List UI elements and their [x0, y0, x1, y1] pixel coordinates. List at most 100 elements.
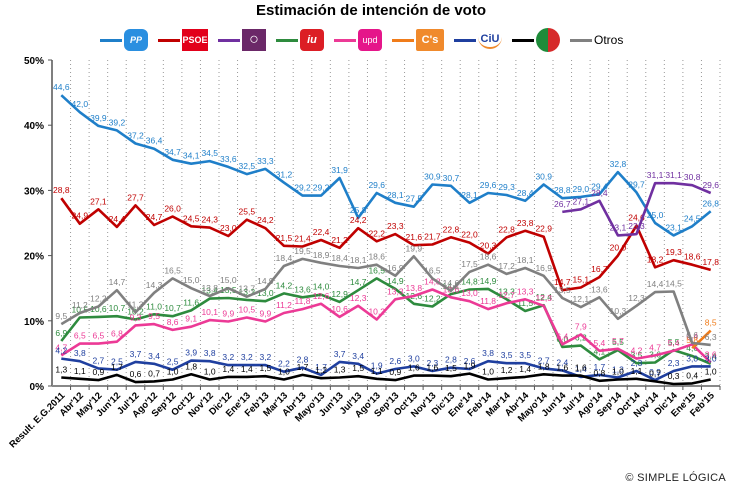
data-label-pnv: 0,7	[649, 368, 661, 378]
data-label-pp: 33,6	[220, 154, 237, 164]
data-label-otros: 16,9	[387, 263, 404, 273]
y-tick-label: 0%	[30, 382, 45, 393]
data-label-iu: 12,9	[331, 289, 348, 299]
data-label-ciu: 2,3	[631, 358, 643, 368]
data-label-pp: 36,4	[146, 136, 163, 146]
data-label-ciu: 3,0	[705, 353, 717, 363]
data-label-podemos: 29,6	[702, 180, 719, 190]
data-label-pp: 39,2	[109, 117, 126, 127]
data-label-upyd: 6,5	[92, 331, 104, 341]
data-label-iu: 3,4	[705, 351, 717, 361]
data-label-psoe: 23,0	[220, 223, 237, 233]
data-label-iu: 14,8	[461, 277, 478, 287]
data-label-upyd: 10,1	[201, 307, 218, 317]
data-label-upyd: 12,3	[535, 293, 552, 303]
data-label-pp: 28,4	[517, 188, 534, 198]
data-label-upyd: 4,7	[55, 342, 67, 352]
data-label-otros: 6,3	[705, 332, 717, 342]
data-label-ciu: 1,4	[575, 364, 587, 374]
data-label-ciu: 3,7	[334, 349, 346, 359]
data-label-upyd: 11,2	[276, 300, 292, 310]
legend-item-psoe: PSOE	[158, 29, 208, 51]
data-label-pp: 33,3	[257, 156, 274, 166]
data-label-otros: 18,6	[480, 252, 497, 262]
data-label-iu: 14,9	[387, 276, 404, 286]
legend-item-otros: Otros	[570, 33, 623, 47]
data-label-psoe: 24,5	[183, 213, 200, 223]
data-label-ciu: 3,8	[74, 348, 86, 358]
data-label-ciu: 2,8	[297, 355, 309, 365]
data-label-iu: 13,5	[220, 285, 237, 295]
data-label-pp: 25,0	[647, 210, 664, 220]
data-label-iu: 13,0	[257, 288, 274, 298]
data-label-pp: 29,6	[480, 180, 497, 190]
data-label-pnv: 1,1	[74, 366, 86, 376]
data-label-pp: 29,2	[294, 183, 311, 193]
data-label-pnv: 1,5	[445, 363, 457, 373]
data-label-ciu: 3,0	[408, 353, 420, 363]
data-label-iu: 13,4	[201, 286, 218, 296]
data-label-pp: 42,0	[72, 99, 89, 109]
data-label-psoe: 16,7	[591, 264, 608, 274]
data-label-pp: 29,3	[498, 182, 515, 192]
data-label-upyd: 9,9	[222, 308, 234, 318]
series-line-upyd	[60, 288, 712, 364]
data-label-pnv: 1,6	[575, 363, 587, 373]
data-label-ciu: 3,8	[204, 348, 216, 358]
data-label-psoe: 24,6	[628, 213, 645, 223]
chart-title: Estimación de intención de voto	[255, 2, 487, 19]
data-label-podemos: 23,1	[610, 222, 627, 232]
data-label-otros: 15,0	[220, 275, 237, 285]
data-label-iu: 11,0	[146, 301, 162, 311]
data-label-psoe: 25,5	[239, 207, 256, 217]
data-label-upyd: 9,9	[259, 308, 271, 318]
data-label-psoe: 23,3	[387, 221, 404, 231]
data-label-pnv: 0,3	[668, 371, 680, 381]
data-label-psoe: 20,0	[610, 243, 627, 253]
ciu-logo-icon: CiU	[478, 31, 502, 49]
data-label-iu: 13,2	[239, 287, 256, 297]
data-label-upyd: 3,6	[705, 350, 717, 360]
y-tick-label: 30%	[24, 186, 44, 197]
data-label-iu: 13,3	[498, 286, 515, 296]
data-label-psoe: 22,0	[461, 230, 478, 240]
data-label-upyd: 11,8	[295, 296, 311, 306]
data-label-iu: 11,5	[517, 298, 533, 308]
data-label-ciu: 3,5	[519, 350, 531, 360]
data-label-psoe: 24,9	[72, 211, 89, 221]
legend: PP PSOE ○ iu upd C's CiU Otros	[100, 26, 623, 54]
data-label-psoe: 21,5	[276, 233, 293, 243]
data-label-upyd: 13,3	[517, 286, 534, 296]
legend-label-otros: Otros	[594, 33, 624, 47]
data-label-otros: 9,5	[55, 311, 67, 321]
data-label-psoe: 22,9	[535, 224, 552, 234]
data-label-ciu: 3,2	[241, 352, 253, 362]
data-label-ciu: 3,8	[482, 348, 494, 358]
y-tick-label: 10%	[24, 317, 44, 328]
data-label-pnv: 1,4	[241, 364, 253, 374]
series-line-pnv	[61, 372, 711, 386]
data-label-otros: 13,6	[591, 284, 608, 294]
data-label-otros: 18,9	[313, 250, 330, 260]
pp-logo-icon: PP	[124, 29, 148, 51]
data-label-ciu: 4,2	[55, 346, 67, 356]
legend-line-pnv	[512, 38, 534, 42]
data-label-ciu: 1,7	[315, 362, 327, 372]
data-label-psoe: 21,2	[331, 235, 348, 245]
data-label-ciu: 0,9	[649, 367, 661, 377]
data-label-ciu: 2,5	[167, 357, 179, 367]
data-label-upyd: 11,8	[480, 296, 496, 306]
data-label-c-s: 8,5	[705, 318, 717, 328]
data-label-pnv: 1,0	[167, 366, 179, 376]
legend-item-cs: C's	[392, 29, 444, 51]
data-label-upyd: 4,2	[631, 346, 643, 356]
data-label-iu: 10,5	[72, 305, 89, 315]
data-label-upyd: 14,8	[424, 277, 441, 287]
data-label-iu: 6,0	[556, 334, 568, 344]
data-label-psoe: 15,1	[573, 275, 590, 285]
data-label-pp: 24,5	[684, 213, 701, 223]
data-label-pp: 30,9	[424, 172, 441, 182]
data-label-otros: 12,3	[628, 293, 645, 303]
data-label-pnv: 1,2	[315, 365, 327, 375]
